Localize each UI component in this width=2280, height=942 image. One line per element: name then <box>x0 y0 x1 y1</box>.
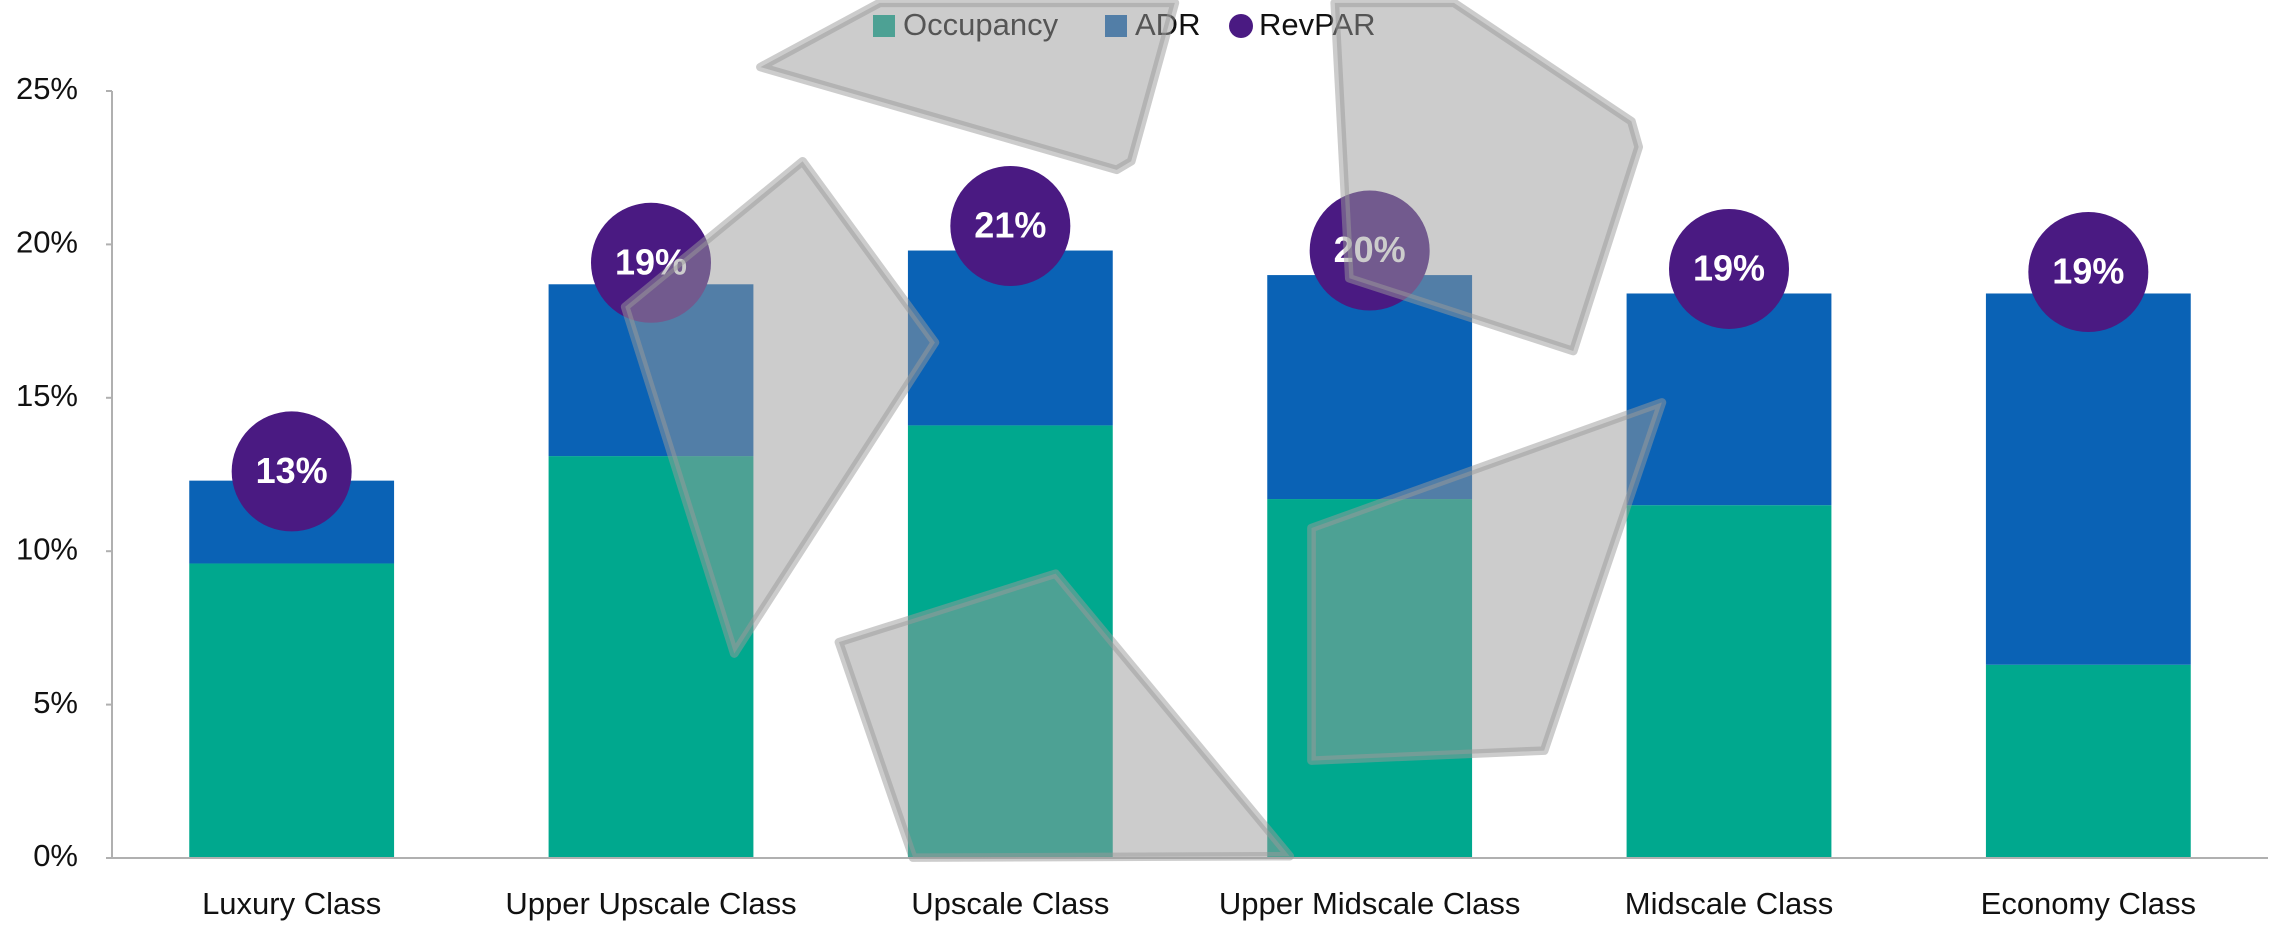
bar-segment <box>1267 275 1473 500</box>
bar-segment <box>1985 293 2191 665</box>
x-tick-label: Midscale Class <box>1625 886 1833 921</box>
x-tick-label: Luxury Class <box>202 886 381 921</box>
bar-segment <box>1626 505 1832 858</box>
y-tick-label: 15% <box>16 378 78 413</box>
x-tick-label: Economy Class <box>1981 886 2196 921</box>
marker <box>950 165 1071 286</box>
x-tick-label: Upper Midscale Class <box>1219 886 1521 921</box>
x-tick-label: Upscale Class <box>911 886 1109 921</box>
data-label: 13% <box>256 450 328 491</box>
bar-segment <box>189 563 395 858</box>
watermark-shape <box>620 156 940 658</box>
marker <box>1669 208 1789 329</box>
marker <box>2028 212 2149 333</box>
data-label: 19% <box>1693 247 1765 288</box>
watermark <box>620 0 1667 862</box>
y-tick-label: 20% <box>16 225 78 260</box>
y-tick-label: 10% <box>16 531 78 566</box>
x-tick-label: Upper Upscale Class <box>505 886 796 921</box>
data-label: 19% <box>2052 251 2124 292</box>
y-tick-label: 5% <box>33 685 78 720</box>
data-label: 21% <box>974 205 1046 246</box>
legend-swatch <box>1229 14 1253 38</box>
marker <box>231 411 352 532</box>
watermark-shape <box>1330 0 1644 356</box>
bar-segment <box>1985 664 2191 858</box>
y-tick-label: 0% <box>33 838 78 873</box>
watermark-shape <box>756 0 1180 175</box>
watermark-shape <box>834 569 1295 862</box>
y-tick-label: 25% <box>16 71 78 106</box>
watermark-shape <box>1307 398 1667 765</box>
